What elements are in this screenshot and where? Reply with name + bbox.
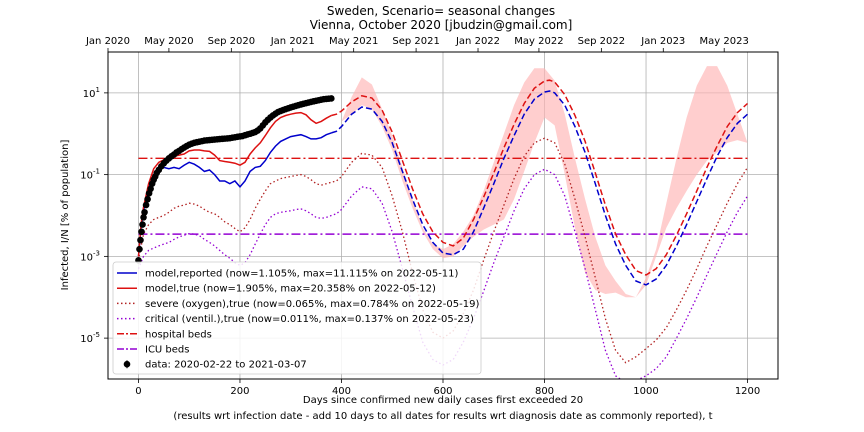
critical-line [137,168,749,379]
y-axis-label: Infected, I/N [% of population] [60,140,71,291]
data-point [141,208,148,216]
data-point [136,245,143,253]
top-tick-label: Sep 2020 [208,36,255,47]
data-point [147,185,154,193]
legend-label: data: 2020-02-22 to 2021-03-07 [145,360,307,371]
top-tick-label: May 2022 [514,36,563,47]
x-tick-label: 400 [332,386,351,397]
reported-line-solid [137,132,332,257]
legend-label: model,true (now=1.905%, max=20.358% on 2… [145,284,436,295]
legend-label: model,reported (now=1.105%, max=11.115% … [145,269,459,280]
x-axis-label-line1: Days since confirmed new daily cases fir… [303,395,583,406]
x-tick-label: 0 [135,386,141,397]
chart-title-line2: Vienna, October 2020 [jbudzin@gmail.com] [310,18,573,32]
x-tick-label: 800 [535,386,554,397]
data-point [140,214,147,221]
uncertainty-band [341,66,748,298]
x-tick-label: 1200 [735,386,760,397]
top-tick-label: Sep 2022 [578,36,625,47]
x-tick-label: 1000 [633,386,658,397]
legend-label: hospital beds [145,329,212,340]
y-tick-label: 10-3 [80,249,100,263]
data-point [142,201,150,209]
legend-box [112,261,482,375]
y-tick-label: 10-5 [80,331,100,345]
top-tick-label: Jan 2023 [640,36,685,47]
top-tick-label: Sep 2021 [392,36,439,47]
top-tick-label: Jan 2022 [455,36,500,47]
plot-area [135,66,749,379]
x-tick-label: 200 [230,386,249,397]
reported-line-forecast [331,90,749,286]
true-line-forecast [331,79,749,276]
top-tick-label: May 2020 [144,36,193,47]
x-tick-label: 600 [433,386,452,397]
data-point [328,95,335,102]
x-axis-label-line2: (results wrt infection date - add 10 day… [173,411,712,422]
data-point [139,221,146,228]
legend-label: critical (ventil.),true (now=0.011%, max… [145,314,474,325]
top-tick-label: Jan 2021 [270,36,315,47]
chart-title-line1: Sweden, Scenario= seasonal changes [327,4,555,18]
y-axis-ticks: 10-5 10-3 10-1 101 [80,86,108,345]
top-tick-label: May 2021 [329,36,378,47]
data-point [138,228,145,236]
data-point [137,236,144,244]
top-date-axis: Jan 2020 May 2020 Sep 2020 Jan 2021 May 2021… [85,36,749,52]
top-tick-label: Jan 2020 [85,36,130,47]
data-point [144,195,151,203]
x-axis-ticks: 0 200 400 600 800 1000 1200 [135,379,760,397]
legend-label: ICU beds [145,345,190,356]
legend: model,reported (now=1.105%, max=11.115% … [112,261,482,375]
y-tick-label: 10-1 [80,168,100,182]
legend-marker [123,360,131,368]
y-tick-label: 101 [83,86,100,100]
legend-label: severe (oxygen),true (now=0.065%, max=0.… [145,299,479,310]
top-tick-label: May 2023 [700,36,749,47]
